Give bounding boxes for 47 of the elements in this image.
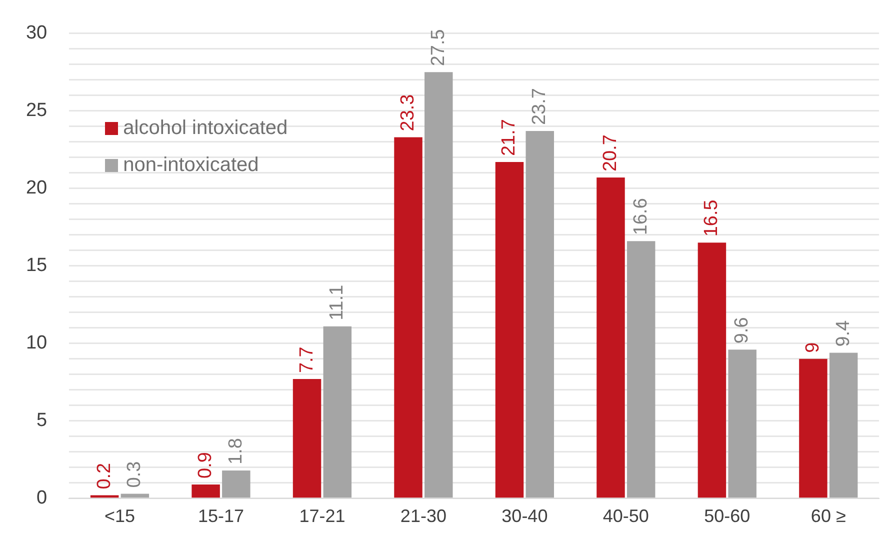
data-label: 0.9 <box>195 452 216 478</box>
bar <box>495 162 524 498</box>
bar <box>626 241 656 498</box>
x-tick-label: <15 <box>104 506 136 526</box>
x-tick-label: 40-50 <box>602 506 649 526</box>
y-tick-label: 20 <box>26 178 48 199</box>
bar <box>394 137 422 498</box>
bar <box>323 326 352 498</box>
bar <box>192 484 220 498</box>
data-label: 11.1 <box>326 284 348 320</box>
x-tick-label: 30-40 <box>502 506 548 526</box>
y-tick-label: 0 <box>36 488 48 509</box>
data-label: 23.7 <box>529 88 550 126</box>
data-label: 20.7 <box>600 134 621 172</box>
data-label: 0.3 <box>124 461 146 488</box>
y-tick-label: 15 <box>26 255 48 276</box>
x-tick-label: 60 ≥ <box>810 506 846 526</box>
legend-label: alcohol intoxicated <box>123 117 288 140</box>
data-label: 16.6 <box>630 198 652 236</box>
data-label: 0.2 <box>94 462 115 490</box>
data-label: 23.3 <box>398 94 418 132</box>
bar <box>829 352 858 498</box>
data-label: 21.7 <box>498 119 520 156</box>
data-label: 9.6 <box>732 317 753 344</box>
data-label: 7.7 <box>296 346 318 374</box>
data-label: 9 <box>802 342 824 353</box>
bar <box>526 131 554 498</box>
bar <box>222 470 250 498</box>
y-tick-label: 5 <box>36 410 48 432</box>
bar <box>292 379 322 498</box>
legend-label: non-intoxicated <box>123 154 259 178</box>
bar <box>728 350 756 498</box>
bar <box>799 358 828 498</box>
x-tick-label: 50-60 <box>704 506 750 526</box>
bar <box>596 178 625 498</box>
y-tick-label: 30 <box>26 22 48 44</box>
y-tick-label: 10 <box>26 332 48 354</box>
x-tick-label: 21-30 <box>400 506 446 526</box>
y-tick-label: 25 <box>26 100 48 122</box>
bar <box>424 72 453 498</box>
bar <box>698 242 726 498</box>
x-tick-label: 15-17 <box>198 506 244 526</box>
data-label: 1.8 <box>225 438 246 464</box>
data-label: 16.5 <box>701 200 722 237</box>
data-label: 27.5 <box>428 29 449 66</box>
data-label: 9.4 <box>832 320 854 347</box>
x-tick-label: 17-21 <box>299 506 346 526</box>
